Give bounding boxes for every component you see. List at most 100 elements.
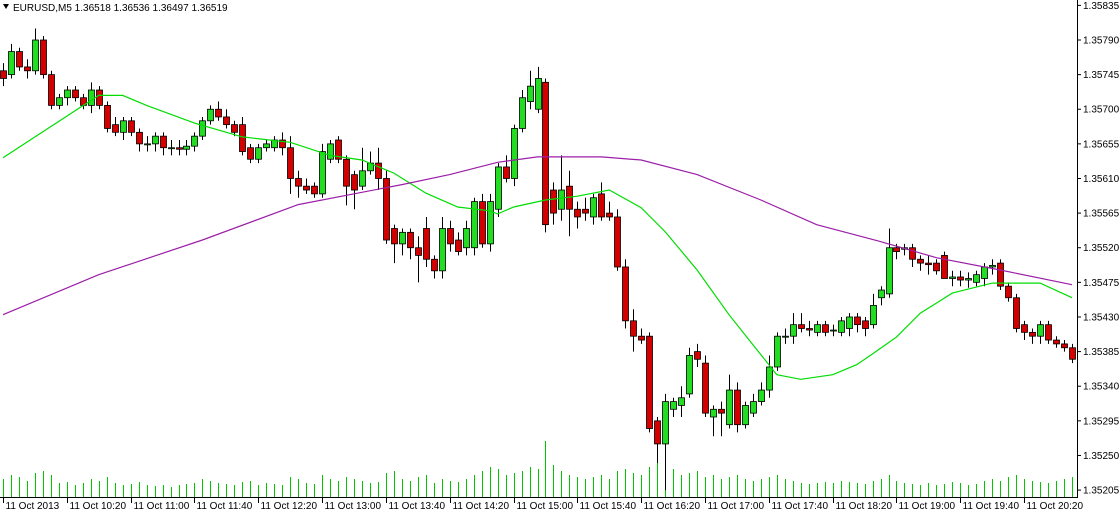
- candle-body: [862, 320, 869, 329]
- candle-body: [120, 120, 127, 133]
- candle-body: [407, 231, 414, 249]
- candle-body: [311, 185, 318, 195]
- candle-body: [519, 97, 526, 129]
- candle-body: [16, 51, 23, 68]
- candle-body: [263, 143, 270, 149]
- x-tick-label: 11 Oct 2013: [6, 501, 60, 512]
- candle-body: [582, 208, 589, 214]
- candle-body: [893, 247, 900, 252]
- candle-body: [96, 89, 103, 106]
- candle-body: [1005, 285, 1012, 299]
- x-tick-label: 11 Oct 18:20: [836, 501, 893, 512]
- x-tick-label: 11 Oct 19:40: [963, 501, 1020, 512]
- y-tick-label: 1.35745: [1083, 70, 1120, 81]
- candle-body: [128, 120, 135, 133]
- candle-body: [136, 131, 143, 145]
- candle-body: [965, 278, 972, 281]
- y-tick-label: 1.35205: [1083, 486, 1120, 497]
- candle-body: [415, 247, 422, 256]
- x-tick-label: 11 Oct 11:00: [134, 501, 190, 512]
- candle-body: [646, 335, 653, 429]
- candle-body: [598, 193, 605, 218]
- candle-body: [1053, 339, 1060, 345]
- candle-body: [431, 258, 438, 272]
- candle-body: [447, 228, 454, 245]
- candle-body: [535, 78, 542, 110]
- candle-body: [64, 89, 71, 99]
- candle-body: [710, 408, 717, 418]
- candle-body: [279, 139, 286, 149]
- candle-body: [495, 166, 502, 210]
- candle-body: [152, 135, 159, 145]
- plot-area: [0, 28, 1076, 497]
- candle-body: [1021, 324, 1028, 333]
- candle-body: [734, 389, 741, 426]
- candle-body: [558, 189, 565, 210]
- candle-body: [662, 401, 669, 445]
- x-tick-label: 11 Oct 10:20: [70, 501, 127, 512]
- candle-body: [239, 124, 246, 152]
- y-tick-label: 1.35340: [1083, 382, 1120, 393]
- candle-body: [168, 147, 175, 150]
- candle-body: [8, 51, 15, 76]
- candle-body: [479, 201, 486, 245]
- candle-body: [590, 197, 597, 218]
- candle-body: [686, 355, 693, 395]
- x-tick-label: 11 Oct 12:20: [261, 501, 318, 512]
- x-tick-label: 11 Oct 16:20: [644, 501, 701, 512]
- y-tick-label: 1.35520: [1083, 243, 1120, 254]
- candle-body: [854, 316, 861, 326]
- candle-body: [878, 289, 885, 299]
- x-tick-label: 11 Oct 15:40: [580, 501, 637, 512]
- candle-body: [630, 320, 637, 337]
- y-tick-label: 1.35430: [1083, 312, 1120, 323]
- candle-body: [48, 74, 55, 106]
- x-tick-label: 11 Oct 15:00: [517, 501, 574, 512]
- y-tick-label: 1.35835: [1083, 1, 1120, 12]
- candle-body: [830, 329, 837, 332]
- candle-body: [814, 324, 821, 333]
- candle-body: [702, 362, 709, 414]
- candle-body: [822, 324, 829, 333]
- candle-body: [622, 266, 629, 322]
- candle-body: [56, 97, 63, 106]
- candle-body: [638, 335, 645, 341]
- candle-body: [870, 305, 877, 326]
- candle-body: [247, 147, 254, 160]
- y-tick-label: 1.35475: [1083, 278, 1120, 289]
- candle-body: [886, 247, 893, 295]
- candle-body: [838, 320, 845, 333]
- y-tick-label: 1.35655: [1083, 139, 1120, 150]
- candle-body: [678, 397, 685, 406]
- candle-body: [455, 239, 462, 252]
- moving-average: [2, 94, 1073, 380]
- menu-triangle[interactable]: [3, 4, 9, 9]
- x-tick-label: 11 Oct 13:40: [389, 501, 446, 512]
- candle-body: [1037, 324, 1044, 337]
- candle-body: [287, 147, 294, 179]
- y-tick-label: 1.35295: [1083, 416, 1120, 427]
- candle-body: [383, 178, 390, 241]
- candle-body: [949, 276, 956, 279]
- candle-body: [215, 108, 222, 118]
- candle-body: [319, 151, 326, 195]
- x-tick-label: 11 Oct 11:40: [197, 501, 253, 512]
- candle-body: [782, 335, 789, 338]
- candle-body: [790, 324, 797, 337]
- y-tick-label: 1.35700: [1083, 105, 1120, 116]
- x-tick-label: 11 Oct 13:00: [325, 501, 382, 512]
- candle-body: [88, 89, 95, 106]
- candle-body: [670, 401, 677, 410]
- candle-body: [32, 39, 39, 72]
- candle-body: [774, 335, 781, 368]
- candle-body: [574, 208, 581, 218]
- chart-title: EURUSD,M5 1.36518 1.36536 1.36497 1.3651…: [13, 3, 228, 14]
- candle-body: [511, 128, 518, 179]
- candle-body: [255, 147, 262, 160]
- candle-body: [997, 262, 1004, 287]
- candle-body: [112, 124, 119, 133]
- y-tick-label: 1.35565: [1083, 209, 1120, 220]
- candle-body: [614, 216, 621, 268]
